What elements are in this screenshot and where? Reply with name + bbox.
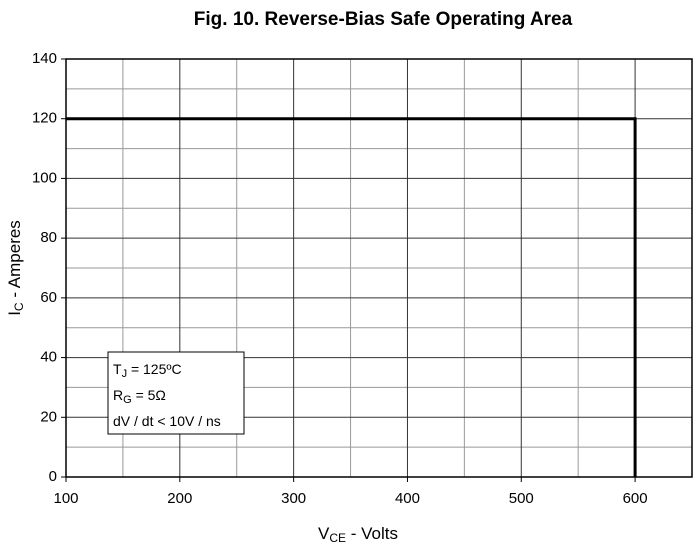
annotation-line: RG = 5Ω [113, 387, 166, 406]
y-tick-label: 100 [32, 169, 57, 186]
x-tick-label: 300 [281, 490, 306, 507]
y-tick-label: 60 [40, 289, 57, 306]
y-tick-label: 120 [32, 110, 57, 127]
y-tick-label: 0 [49, 468, 57, 485]
annotation-box: TJ = 125ºC RG = 5Ω dV / dt < 10V / ns [107, 351, 245, 435]
x-tick-label: 100 [53, 490, 78, 507]
y-axis-label: IC - Amperes [5, 220, 26, 316]
y-tick-label: 80 [40, 229, 57, 246]
y-tick-label: 40 [40, 349, 57, 366]
x-tick-label: 500 [509, 490, 534, 507]
x-tick-label: 400 [395, 490, 420, 507]
x-tick-label: 200 [167, 490, 192, 507]
annotation-line: dV / dt < 10V / ns [113, 413, 221, 429]
y-tick-label: 20 [40, 408, 57, 425]
series-line [66, 117, 637, 477]
annotation-line: TJ = 125ºC [113, 361, 182, 380]
x-axis-label: VCE - Volts [318, 524, 398, 545]
plot-border [65, 58, 693, 478]
chart-title: Fig. 10. Reverse-Bias Safe Operating Are… [194, 9, 573, 30]
x-tick-label: 600 [623, 490, 648, 507]
y-tick-label: 140 [32, 50, 57, 67]
